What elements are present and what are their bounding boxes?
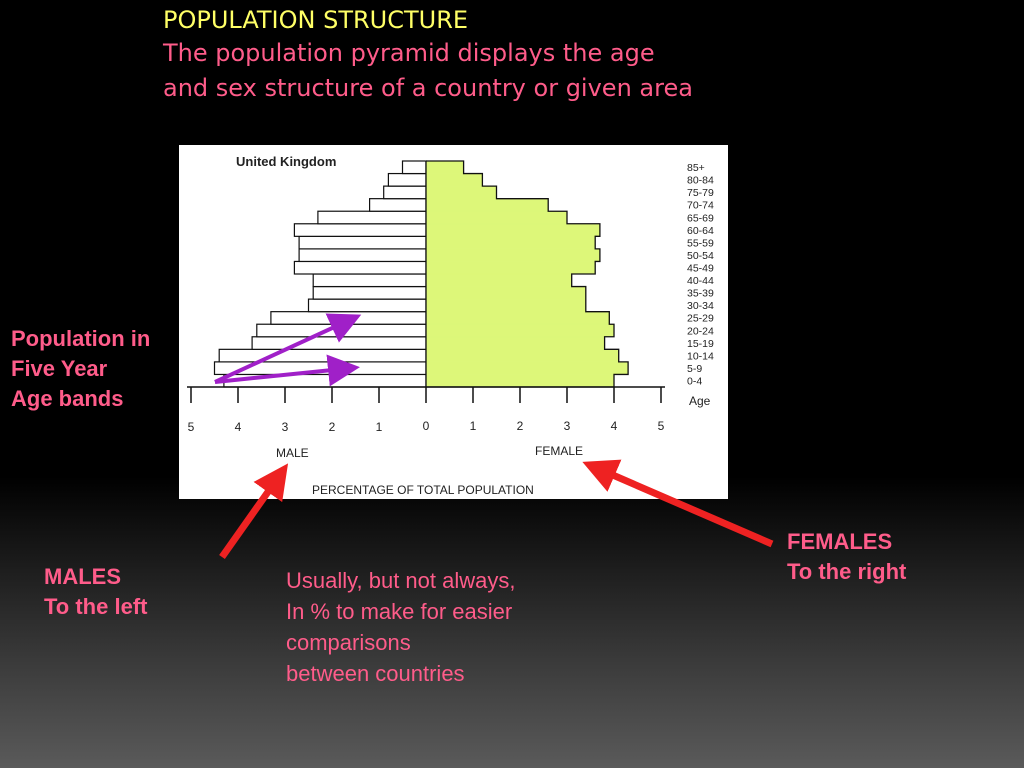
- age-tick-65-69: 65-69: [687, 212, 714, 224]
- percentage-note: Usually, but not always, In % to make fo…: [286, 568, 516, 686]
- slide-subtitle-line-1: The population pyramid displays the age: [163, 39, 655, 67]
- slide-title: POPULATION STRUCTURE: [163, 6, 469, 34]
- females-label: FEMALES To the right: [787, 529, 907, 584]
- age-tick-15-19: 15-19: [687, 338, 714, 350]
- population-pyramid-chart: United Kingdom 0-4 5-9 10-14 15-19 20-24 25-2…: [179, 145, 728, 499]
- chart-title: United Kingdom: [236, 154, 336, 169]
- age-tick-10-14: 10-14: [687, 350, 714, 362]
- age-tick-70-74: 70-74: [687, 200, 714, 212]
- title-block: POPULATION STRUCTURE The population pyra…: [163, 4, 693, 106]
- x-tick-label-right-2: 2: [517, 419, 524, 433]
- age-tick-20-24: 20-24: [687, 325, 714, 337]
- x-tick-label-right-1: 1: [470, 419, 477, 433]
- x-axis-label: PERCENTAGE OF TOTAL POPULATION: [312, 483, 534, 497]
- red-arrow-males: [219, 463, 289, 560]
- age-tick-30-34: 30-34: [687, 300, 714, 312]
- age-tick-85+: 85+: [687, 162, 705, 174]
- x-tick-label-right-3: 3: [564, 419, 571, 433]
- age-tick-45-49: 45-49: [687, 263, 714, 275]
- female-axis-label: FEMALE: [535, 444, 583, 458]
- age-tick-40-44: 40-44: [687, 275, 714, 287]
- age-tick-55-59: 55-59: [687, 237, 714, 249]
- red-arrow-females: [582, 459, 774, 548]
- female-bars: [425, 160, 629, 388]
- purple-arrow-upper: [214, 313, 362, 384]
- male-axis-label: MALE: [276, 446, 309, 460]
- x-tick-label-left-4: 4: [235, 420, 242, 434]
- age-tick-60-64: 60-64: [687, 225, 714, 237]
- age-tick-50-54: 50-54: [687, 250, 714, 262]
- slide-subtitle-line-2: and sex structure of a country or given …: [163, 74, 693, 102]
- x-axis: 5 4 3 2 1 0 1 2 3 4 5: [187, 386, 665, 434]
- age-tick-0-4: 0-4: [687, 376, 702, 388]
- x-tick-label-left-3: 3: [282, 420, 289, 434]
- x-tick-label-right-4: 4: [611, 419, 618, 433]
- age-labels: 0-45-910-1415-1920-2425-2930-3435-3940-4…: [687, 162, 714, 387]
- x-tick-label-left-1: 1: [376, 420, 383, 434]
- age-bands-label: Population in Five Year Age bands: [11, 326, 151, 411]
- age-tick-80-84: 80-84: [687, 175, 714, 187]
- pyramid-svg: United Kingdom 0-45-910-1415-1920-2425-2…: [187, 154, 714, 497]
- x-tick-label-right-0: 0: [423, 419, 430, 433]
- age-tick-35-39: 35-39: [687, 288, 714, 300]
- age-axis-label: Age: [689, 394, 711, 408]
- x-tick-label-left-2: 2: [329, 420, 336, 434]
- purple-arrow-lower: [214, 354, 360, 387]
- age-tick-25-29: 25-29: [687, 313, 714, 325]
- males-label: MALES To the left: [44, 564, 148, 619]
- female-outline: [426, 160, 629, 388]
- age-tick-75-79: 75-79: [687, 187, 714, 199]
- age-tick-5-9: 5-9: [687, 363, 702, 375]
- x-tick-label-left-5: 5: [188, 420, 195, 434]
- x-tick-label-right-5: 5: [658, 419, 665, 433]
